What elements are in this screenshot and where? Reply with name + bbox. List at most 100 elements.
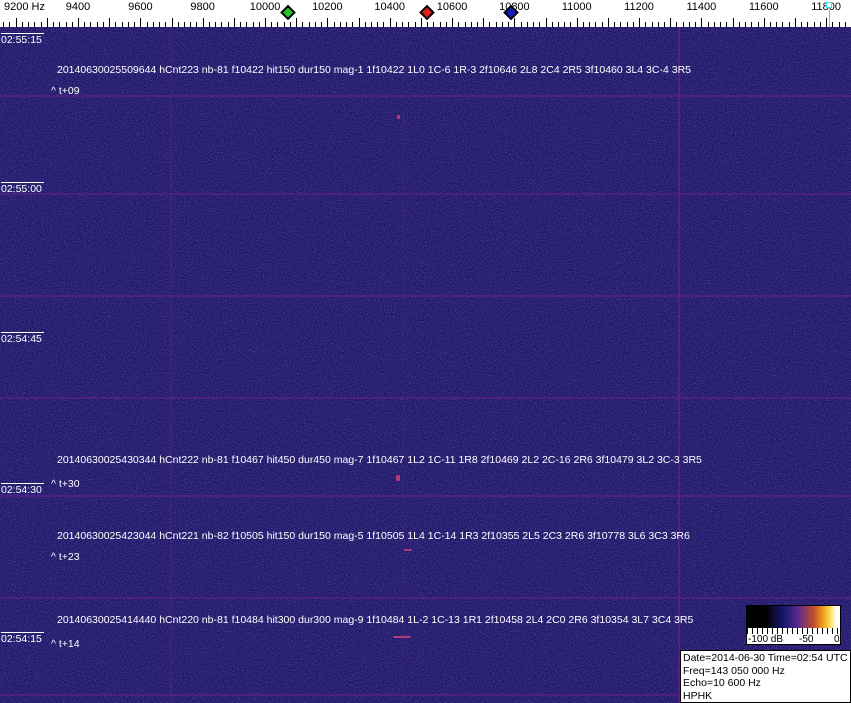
axis-tick xyxy=(333,22,335,27)
axis-tick xyxy=(3,22,5,27)
axis-tick xyxy=(776,22,778,27)
frequency-label: 9800 xyxy=(190,1,215,13)
frequency-label: 11200 xyxy=(624,1,654,13)
grid-line xyxy=(0,95,851,97)
cyan-marker-icon[interactable] xyxy=(826,2,833,8)
axis-tick xyxy=(657,22,659,27)
axis-tick xyxy=(65,22,67,27)
detection-offset: ^ t+14 xyxy=(51,638,80,650)
grid-line xyxy=(0,295,851,297)
axis-tick xyxy=(564,22,566,27)
axis-tick xyxy=(757,22,759,27)
axis-tick xyxy=(215,22,217,27)
axis-tick xyxy=(819,22,821,27)
axis-tick xyxy=(78,18,79,27)
axis-tick xyxy=(738,22,740,27)
axis-tick xyxy=(832,22,834,27)
axis-unit-label: 9200 Hz xyxy=(4,1,45,13)
axis-tick xyxy=(458,22,460,27)
axis-tick xyxy=(576,18,578,27)
axis-tick xyxy=(589,22,591,27)
axis-tick xyxy=(551,22,553,27)
echo-frequency: Echo=10 600 Hz xyxy=(683,677,761,689)
axis-tick xyxy=(520,22,522,27)
frequency: Freq=143 050 000 Hz xyxy=(683,664,785,677)
carrier-line xyxy=(678,27,680,703)
frequency-label: 10600 xyxy=(436,1,468,13)
axis-tick xyxy=(464,22,466,27)
carrier-line xyxy=(170,27,172,703)
spectrogram-noise xyxy=(0,27,851,703)
axis-tick xyxy=(695,22,697,27)
axis-tick xyxy=(763,18,765,27)
axis-tick xyxy=(277,22,279,27)
frequency-label: 10400 xyxy=(374,1,405,13)
detection-text: 20140630025423044 hCnt221 nb-82 f10505 h… xyxy=(57,530,690,542)
axis-tick xyxy=(533,22,535,27)
date-time: Date=2014-06-30 Time=02:54 UTC xyxy=(683,652,848,664)
axis-tick xyxy=(127,22,129,27)
axis-tick xyxy=(639,18,641,27)
colorbar-label: 0 xyxy=(834,634,840,645)
axis-tick xyxy=(115,22,117,27)
axis-tick xyxy=(713,22,715,27)
axis-tick xyxy=(688,22,690,27)
axis-tick xyxy=(171,18,173,27)
axis-tick xyxy=(152,22,154,27)
detection-offset: ^ t+30 xyxy=(51,478,80,490)
detection-text: 20140630025430344 hCnt222 nb-81 f10467 h… xyxy=(57,454,702,466)
axis-tick xyxy=(283,22,285,27)
axis-tick xyxy=(495,22,497,27)
axis-tick xyxy=(59,22,61,27)
axis-tick xyxy=(121,22,123,27)
axis-tick xyxy=(632,22,634,27)
axis-tick xyxy=(570,22,572,27)
axis-tick xyxy=(109,18,111,27)
axis-tick xyxy=(395,22,397,27)
axis-tick xyxy=(663,22,665,27)
axis-tick xyxy=(433,22,435,27)
info-box: Date=2014-06-30 Time=02:54 UTC Freq=143 … xyxy=(680,650,851,703)
axis-tick xyxy=(252,22,254,27)
colorbar-gradient xyxy=(747,606,840,628)
colorbar-label: -50 xyxy=(799,634,814,645)
grid-line xyxy=(0,597,851,599)
axis-tick xyxy=(364,22,366,27)
axis-tick xyxy=(202,18,204,27)
frequency-axis: 9200 Hz 9400 9600 9800 10000 10200 10400 10600… xyxy=(0,0,851,27)
axis-tick xyxy=(159,22,161,27)
axis-tick xyxy=(358,18,360,27)
axis-tick xyxy=(308,22,310,27)
axis-tick xyxy=(645,22,647,27)
axis-tick xyxy=(53,22,55,27)
grid-line xyxy=(0,193,851,195)
axis-tick xyxy=(90,22,92,27)
axis-tick xyxy=(826,18,828,27)
axis-tick xyxy=(289,22,291,27)
axis-tick xyxy=(71,22,73,27)
axis-tick xyxy=(296,18,298,27)
colorbar-label: -100 dB xyxy=(748,634,784,645)
axis-tick xyxy=(439,22,441,27)
axis-tick xyxy=(28,22,30,27)
axis-tick xyxy=(720,22,722,27)
green-marker-icon[interactable] xyxy=(280,4,297,21)
axis-tick xyxy=(246,22,248,27)
spectrogram: 02:55:15 02:55:00 02:54:45 02:54:30 02:5… xyxy=(0,27,851,703)
axis-tick xyxy=(508,22,510,27)
axis-tick xyxy=(526,22,528,27)
axis-tick xyxy=(476,22,478,27)
axis-tick xyxy=(271,22,273,27)
frequency-label: 9600 xyxy=(128,1,153,13)
carrier-line xyxy=(402,27,404,703)
axis-tick xyxy=(470,22,472,27)
axis-tick xyxy=(670,18,672,27)
time-label: 02:54:15 xyxy=(1,632,44,645)
axis-tick xyxy=(165,22,167,27)
axis-tick xyxy=(339,22,341,27)
axis-tick xyxy=(15,18,17,27)
axis-tick xyxy=(190,22,192,27)
axis-tick xyxy=(240,22,242,27)
axis-tick xyxy=(794,18,796,27)
axis-tick xyxy=(445,22,447,27)
